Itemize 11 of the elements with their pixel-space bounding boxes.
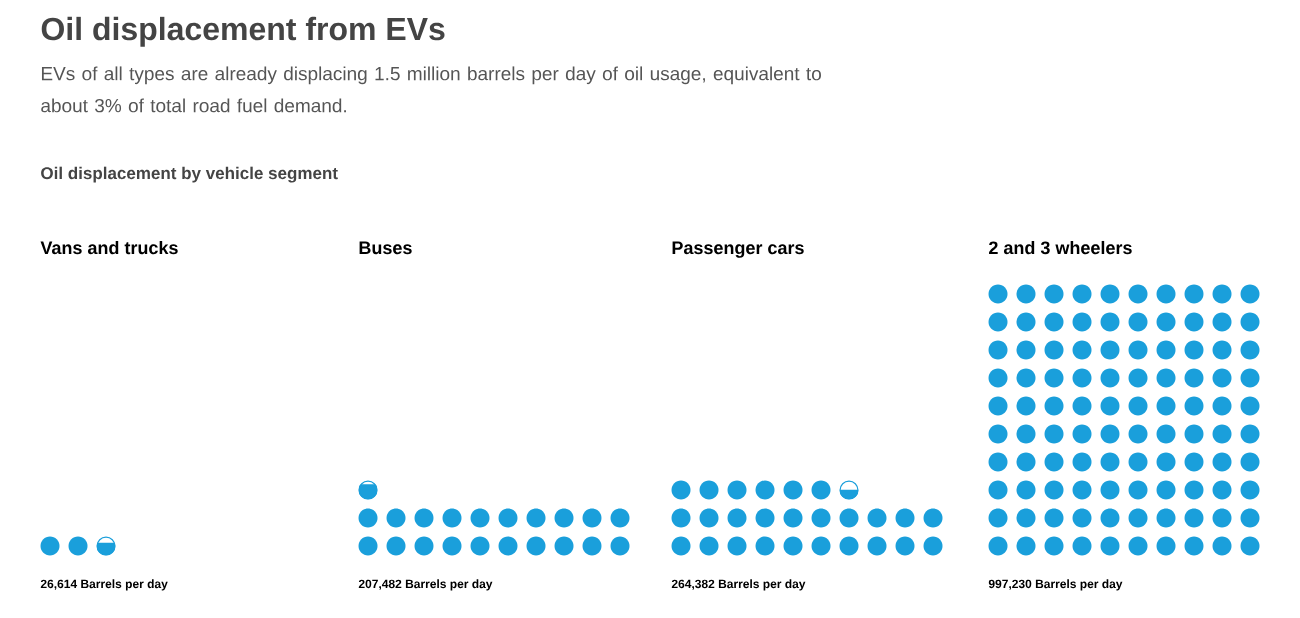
- text: EVs of all types are already displacing 1.5 million barrels per day of oil usage, equivalent to about 3% of total road fuel demand.: [41, 66, 821, 113]
- category-label: 2 and 3 wheelers: [989, 240, 1132, 255]
- text: Oil displacement by vehicle segment: [41, 166, 338, 183]
- data-label: 264,382 Barrels per day: [671, 579, 806, 591]
- category-label: Buses: [359, 241, 412, 255]
- category-label: Vans and trucks: [40, 240, 178, 255]
- text: Oil displacement from EVs: [41, 16, 445, 47]
- data-label: 207,482 Barrels per day: [358, 579, 493, 591]
- data-label: 26,614 Barrels per day: [40, 579, 168, 591]
- category-label: Passenger cars: [672, 241, 804, 258]
- data-label: 997,230 Barrels per day: [988, 579, 1123, 591]
